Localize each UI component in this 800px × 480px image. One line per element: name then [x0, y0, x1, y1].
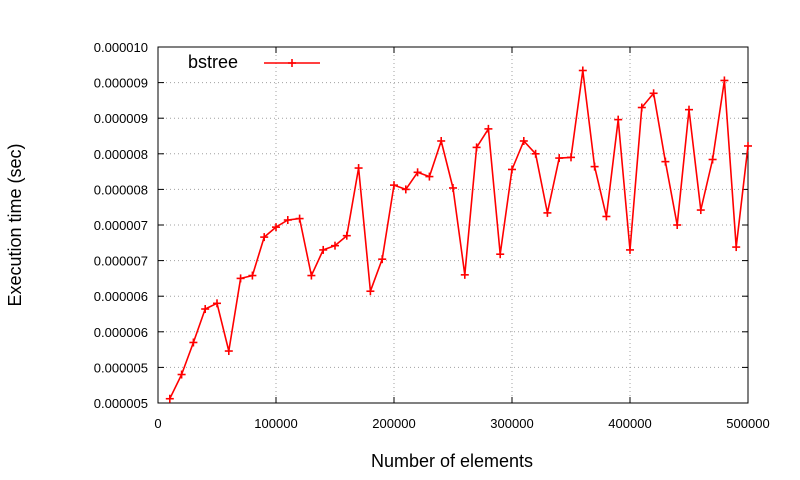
data-point	[626, 245, 634, 254]
data-point	[460, 270, 469, 279]
y-tick-label: 0.000008	[94, 147, 148, 162]
data-point	[696, 206, 705, 215]
x-tick-label: 500000	[726, 416, 769, 431]
data-point	[413, 168, 422, 177]
data-point	[449, 183, 457, 192]
data-point	[390, 181, 398, 190]
data-point	[401, 185, 410, 194]
data-point	[732, 243, 741, 252]
y-tick-label: 0.000005	[94, 360, 148, 375]
legend: bstree	[188, 52, 320, 72]
data-point	[272, 223, 280, 232]
y-tick-label: 0.000008	[94, 182, 148, 197]
data-point	[661, 157, 670, 166]
data-point	[224, 347, 233, 356]
x-tick-label: 400000	[608, 416, 651, 431]
x-tick-label: 0	[154, 416, 161, 431]
data-point	[496, 250, 505, 259]
data-point	[531, 149, 540, 158]
data-point	[519, 136, 528, 145]
data-point	[260, 233, 269, 242]
data-point	[602, 212, 611, 221]
data-point	[720, 76, 729, 85]
y-tick-label: 0.000005	[94, 396, 148, 411]
series-line	[169, 69, 749, 400]
data-point	[590, 162, 599, 171]
data-point	[319, 245, 328, 254]
data-point	[354, 164, 363, 173]
data-point	[283, 216, 292, 225]
data-point	[637, 103, 646, 112]
y-tick-label: 0.000007	[94, 254, 148, 269]
data-point	[543, 208, 552, 217]
data-point	[508, 165, 516, 174]
y-tick-label: 0.000009	[94, 111, 148, 126]
axes: 0 100000 200000 300000 400000 500000 0.000005 0…	[94, 40, 770, 431]
data-point	[201, 305, 210, 314]
y-tick-label: 0.000006	[94, 325, 148, 340]
plot-frame	[157, 46, 749, 404]
data-point	[744, 141, 752, 150]
data-point	[472, 143, 481, 152]
data-point	[307, 271, 316, 280]
x-tick-label: 200000	[372, 416, 415, 431]
data-point	[295, 214, 304, 223]
data-point	[342, 231, 351, 240]
data-point	[708, 155, 717, 164]
data-point	[673, 221, 682, 229]
data-point	[248, 271, 257, 280]
x-axis-title: Number of elements	[371, 451, 533, 471]
x-tick-label: 300000	[490, 416, 533, 431]
data-point	[331, 241, 339, 250]
y-tick-label: 0.000006	[94, 289, 148, 304]
data-point	[555, 154, 564, 163]
y-tick-label: 0.000007	[94, 218, 148, 233]
data-point	[484, 124, 493, 133]
data-point	[378, 255, 387, 264]
data-point	[649, 89, 658, 98]
data-point	[213, 299, 221, 308]
data-point	[165, 394, 174, 403]
data-point	[236, 274, 245, 283]
data-point	[567, 153, 575, 162]
series-layer	[165, 66, 752, 403]
grid-lines	[158, 47, 748, 403]
legend-label: bstree	[188, 52, 238, 72]
data-point	[437, 136, 446, 145]
y-tick-label: 0.000009	[94, 76, 148, 91]
data-point	[177, 370, 186, 379]
data-point	[425, 172, 434, 181]
data-point	[189, 338, 198, 347]
data-point	[366, 287, 375, 296]
data-point	[614, 115, 623, 124]
y-tick-label: 0.000010	[94, 40, 148, 55]
x-tick-label: 100000	[254, 416, 297, 431]
data-point	[578, 66, 587, 75]
y-axis-title: Execution time (sec)	[5, 143, 25, 306]
data-point	[685, 105, 693, 114]
